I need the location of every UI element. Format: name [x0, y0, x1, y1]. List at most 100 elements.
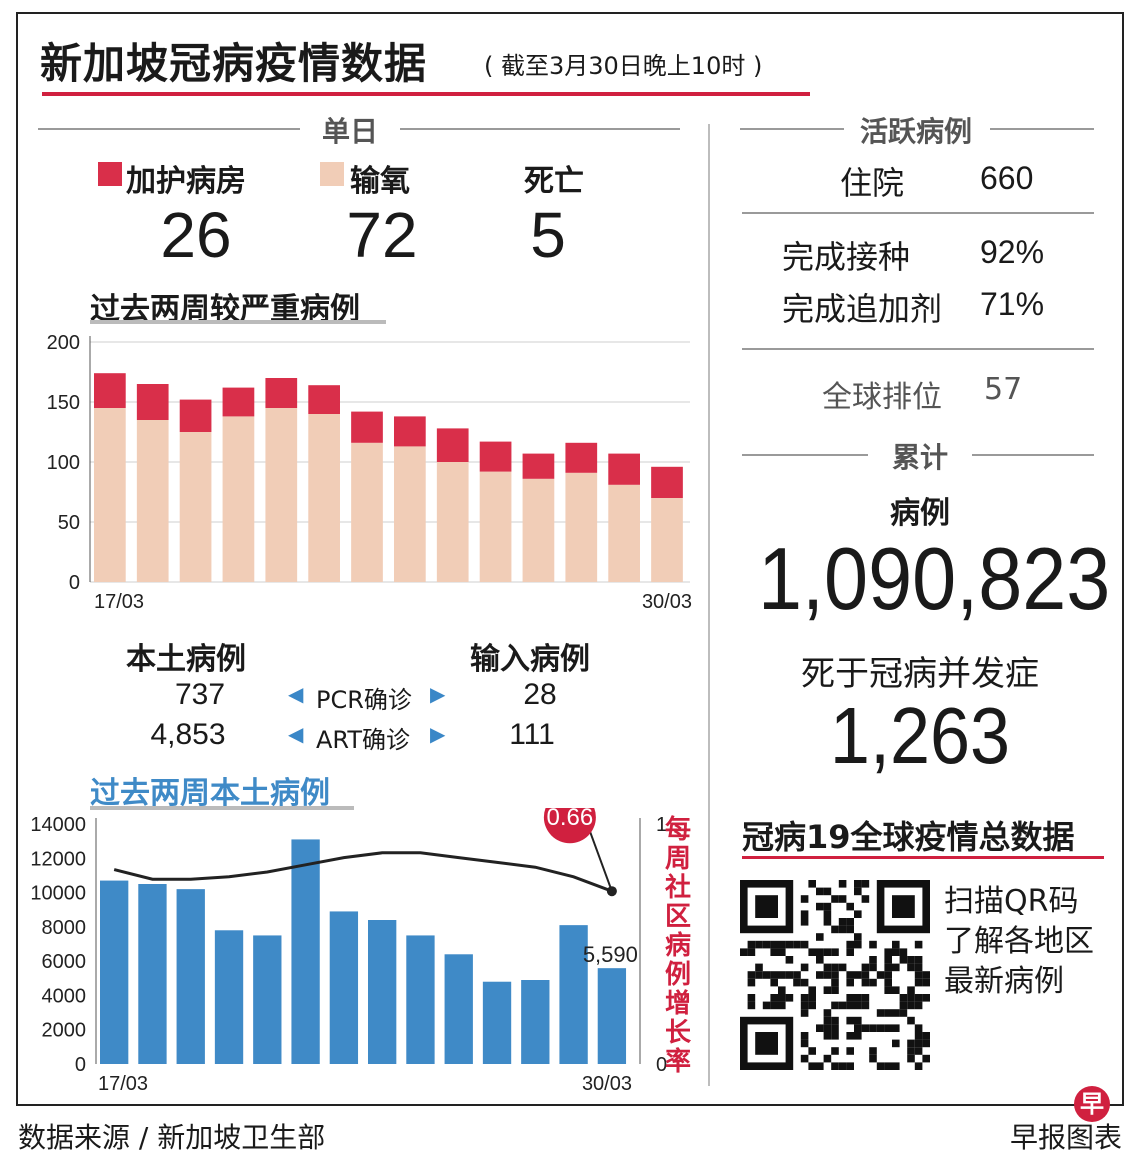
bar-segment [522, 478, 555, 582]
x-tick-label: 17/03 [98, 1073, 148, 1095]
qr-module [770, 978, 778, 987]
bar-segment [94, 373, 126, 408]
qr-module [838, 925, 847, 934]
bar [406, 935, 435, 1064]
y-tick-label: 50 [58, 512, 80, 534]
qr-module [778, 994, 786, 1002]
qr-module [823, 1009, 832, 1017]
bar-segment [479, 471, 512, 582]
qr-module [838, 895, 847, 903]
cumulative-rule-left [742, 454, 868, 456]
brand-logo: 早 [1074, 1086, 1110, 1122]
qr-module [838, 918, 847, 926]
qr-instruction-line: 扫描QR码 [944, 884, 1079, 919]
qr-module [876, 1024, 885, 1032]
qr-module [808, 994, 816, 1002]
bar [214, 930, 244, 1064]
qr-module [778, 971, 786, 979]
qr-module [808, 1001, 816, 1010]
growth-rate-axis-title-char: 区 [665, 901, 691, 931]
qr-module [846, 971, 854, 979]
qr-code-icon[interactable] [740, 880, 930, 1070]
qr-module [884, 1024, 892, 1032]
page-title: 新加坡冠病疫情数据 [40, 39, 428, 88]
qr-module [861, 1024, 870, 1032]
bar-segment [651, 466, 683, 498]
y-tick-label: 4000 [42, 985, 87, 1007]
qr-module [854, 1001, 862, 1010]
qr-module [785, 971, 794, 979]
qr-module [800, 918, 809, 926]
bar-segment [608, 453, 640, 485]
qr-module [808, 1062, 816, 1070]
active-heading: 活跃病例 [859, 115, 972, 148]
qr-module [907, 1047, 915, 1055]
bar-segment [222, 387, 255, 417]
data-source: 数据来源 / 新加坡卫生部 [18, 1121, 326, 1154]
icu-label: 加护病房 [126, 164, 246, 199]
bar-segment [436, 462, 469, 582]
bar-segment [436, 428, 469, 462]
y-tick-label: 10000 [30, 883, 86, 905]
left-triangle-icon: ◀ [288, 722, 304, 746]
qr-module [854, 880, 862, 888]
y-tick-label: 0 [69, 572, 80, 594]
qr-module [823, 1024, 832, 1032]
qr-module [755, 940, 763, 949]
qr-module [831, 925, 839, 934]
callout-leader [588, 830, 613, 892]
qr-module [831, 986, 839, 994]
qr-module [914, 971, 923, 979]
qr-module [838, 963, 847, 972]
qr-module [808, 986, 816, 994]
qr-module [816, 948, 824, 956]
qr-module [846, 1047, 854, 1055]
x-tick-label: 17/03 [94, 591, 144, 613]
qr-module [747, 971, 756, 979]
qr-module [800, 1039, 809, 1048]
qr-module [922, 1032, 930, 1040]
pcr-local-value: 737 [174, 678, 226, 711]
qr-module [892, 948, 900, 956]
growth-rate-label: 0.66 [547, 808, 594, 831]
qr-module [869, 978, 877, 987]
bar-segment [265, 408, 298, 582]
hospital-value: 660 [980, 160, 1034, 196]
qr-module [762, 971, 771, 979]
qr-module [770, 940, 778, 949]
daily-rule-left [38, 128, 300, 130]
growth-rate-line [113, 851, 613, 893]
qr-module [854, 933, 862, 941]
qr-module [914, 1001, 923, 1010]
qr-module [816, 902, 824, 911]
qr-finder-core [755, 895, 778, 918]
infographic-frame [16, 12, 1124, 1106]
bar [253, 935, 282, 1064]
y-tick-label: 8000 [42, 917, 87, 939]
qr-module [800, 994, 809, 1002]
qr-module [876, 971, 885, 979]
qr-module [747, 978, 756, 987]
qr-module [854, 1016, 862, 1025]
column-divider [708, 124, 710, 1086]
cumulative-rule-right [972, 454, 1094, 456]
qr-module [800, 1001, 809, 1010]
qr-module [800, 978, 809, 987]
bar [597, 968, 627, 1064]
rank-value: 57 [984, 372, 1023, 407]
qr-module [755, 963, 763, 972]
qr-module [914, 1062, 923, 1070]
right-triangle-icon: ▶ [430, 682, 446, 706]
qr-module [747, 940, 756, 949]
growth-rate-axis-title-char: 每 [665, 814, 691, 844]
qr-module [823, 971, 832, 979]
bar-segment [136, 420, 169, 582]
art-label: ART确诊 [316, 726, 411, 754]
qr-module [838, 1062, 847, 1070]
qr-module [861, 880, 870, 888]
qr-module [747, 948, 756, 956]
qr-module [823, 1054, 832, 1063]
growth-rate-callout [543, 808, 596, 844]
qr-module [861, 994, 870, 1002]
pcr-label: PCR确诊 [316, 686, 412, 714]
